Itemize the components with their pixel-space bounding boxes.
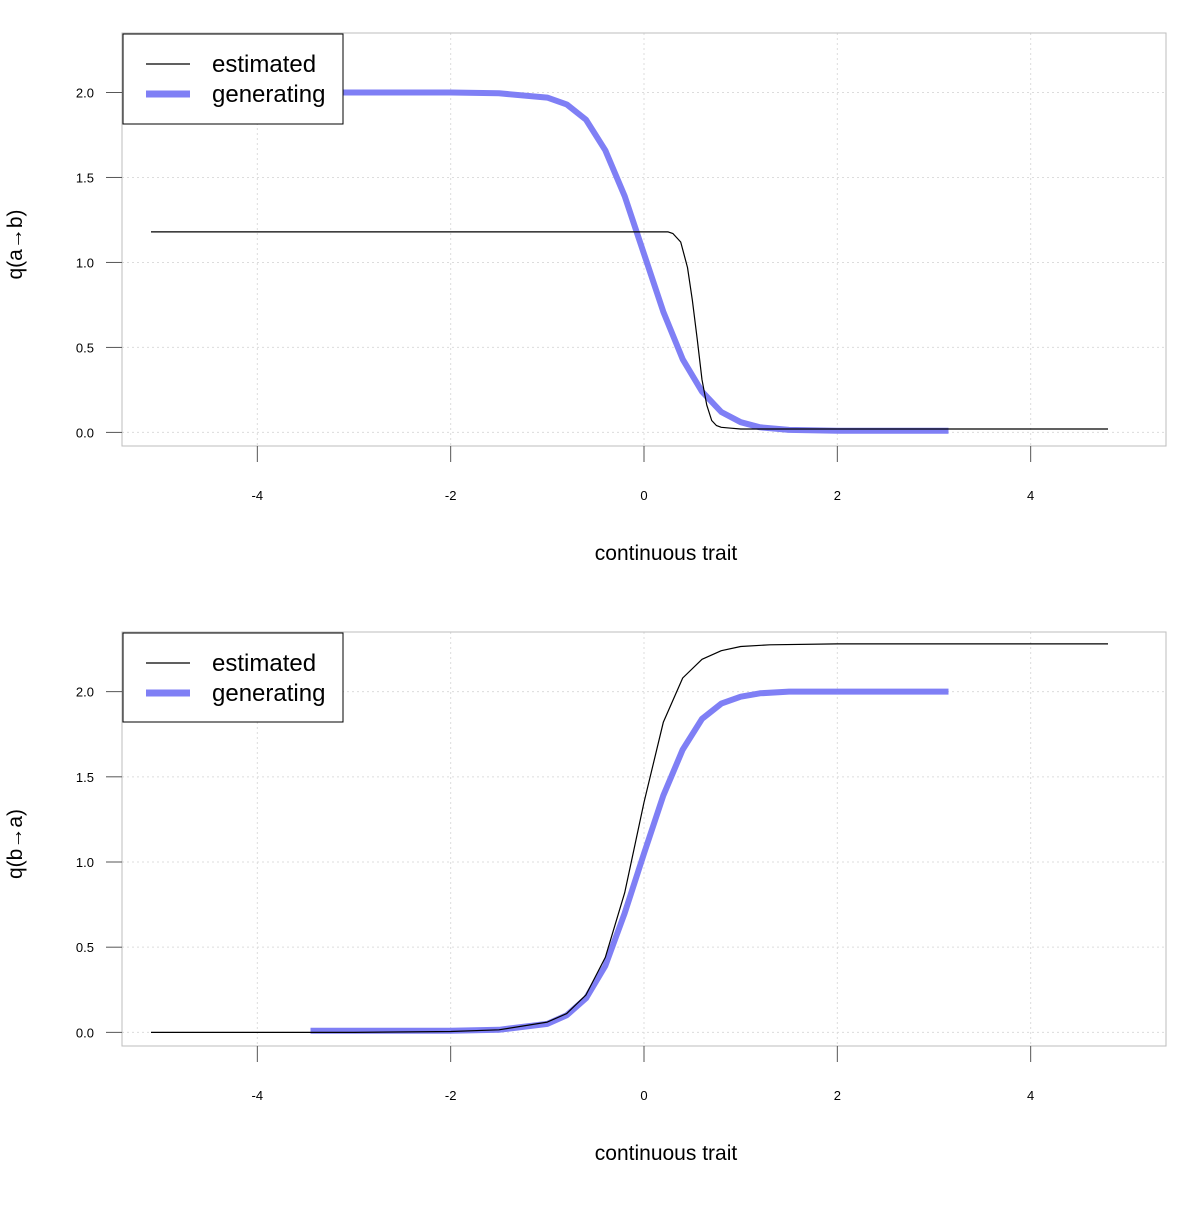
y-tick-label: 1.0 bbox=[76, 855, 94, 870]
y-tick-label: 1.5 bbox=[76, 770, 94, 785]
x-axis-title: continuous trait bbox=[595, 1142, 738, 1165]
y-tick-label: 2.0 bbox=[76, 685, 94, 700]
x-tick-label: -2 bbox=[445, 488, 457, 503]
panel-1: -4 -2 0 2 4 0.0 0.5 1.0 1.5 2.0 continuous trait q(… bbox=[4, 32, 1167, 565]
legend-box bbox=[122, 632, 344, 723]
y-tick-label: 2.0 bbox=[76, 85, 94, 100]
series-line-generating bbox=[310, 89, 949, 434]
y-tick-label: 1.5 bbox=[76, 170, 94, 185]
x-tick-label: -4 bbox=[252, 488, 264, 503]
y-tick-label: 0.0 bbox=[76, 425, 94, 440]
x-tick-label: 4 bbox=[1027, 1088, 1034, 1103]
y-tick-label: 0.0 bbox=[76, 1025, 94, 1040]
x-tick-label: 0 bbox=[640, 488, 647, 503]
y-axis-title: q(b→a) bbox=[4, 809, 27, 879]
x-tick-label: 4 bbox=[1027, 488, 1034, 503]
legend: estimated generating bbox=[122, 632, 344, 723]
legend-label-estimated: estimated bbox=[212, 51, 316, 78]
legend-box bbox=[122, 33, 344, 125]
y-tick-label: 0.5 bbox=[76, 340, 94, 355]
series-line-generating bbox=[310, 688, 949, 1034]
x-tick-label: 2 bbox=[834, 1088, 841, 1103]
series-line-estimated bbox=[151, 643, 1108, 1034]
x-tick-label: 2 bbox=[834, 488, 841, 503]
y-axis-title: q(a→b) bbox=[4, 209, 27, 279]
y-tick-label: 0.5 bbox=[76, 940, 94, 955]
panel-2: -4 -2 0 2 4 0.0 0.5 1.0 1.5 2.0 continuous trait q(… bbox=[4, 631, 1167, 1165]
y-tick-label: 1.0 bbox=[76, 255, 94, 270]
legend-label-generating: generating bbox=[212, 680, 325, 707]
legend-label-generating: generating bbox=[212, 81, 325, 108]
x-tick-label: -4 bbox=[252, 1088, 264, 1103]
series-line-estimated bbox=[151, 231, 1108, 430]
x-tick-label: 0 bbox=[640, 1088, 647, 1103]
legend-label-estimated: estimated bbox=[212, 650, 316, 677]
legend: estimated generating bbox=[122, 33, 344, 125]
x-axis-title: continuous trait bbox=[595, 542, 738, 565]
x-tick-label: -2 bbox=[445, 1088, 457, 1103]
